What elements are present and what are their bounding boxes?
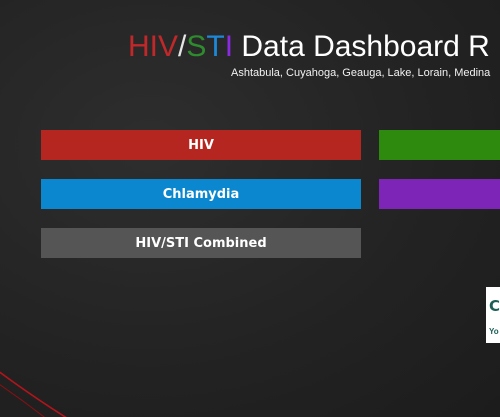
chlamydia-tile-button[interactable]: Chlamydia xyxy=(41,179,361,209)
page-title: HIV/STI Data Dashboard R xyxy=(128,29,490,65)
logo-letter: C xyxy=(489,297,500,315)
logo-text: Yo xyxy=(489,327,499,336)
title-s: S xyxy=(186,30,207,63)
green-tile-button[interactable] xyxy=(379,130,500,160)
title-t: T xyxy=(206,30,225,63)
title-hiv: HIV xyxy=(128,30,179,63)
title-rest: Data Dashboard R xyxy=(233,30,490,63)
hiv-sti-combined-tile-button[interactable]: HIV/STI Combined xyxy=(41,228,361,258)
purple-tile-button[interactable] xyxy=(379,179,500,209)
title-i: I xyxy=(224,30,234,63)
title-slash: / xyxy=(178,30,187,63)
hiv-tile-button[interactable]: HIV xyxy=(41,130,361,160)
page-subtitle: Ashtabula, Cuyahoga, Geauga, Lake, Lorai… xyxy=(231,67,491,79)
partner-logo[interactable]: C Yo xyxy=(486,287,500,343)
